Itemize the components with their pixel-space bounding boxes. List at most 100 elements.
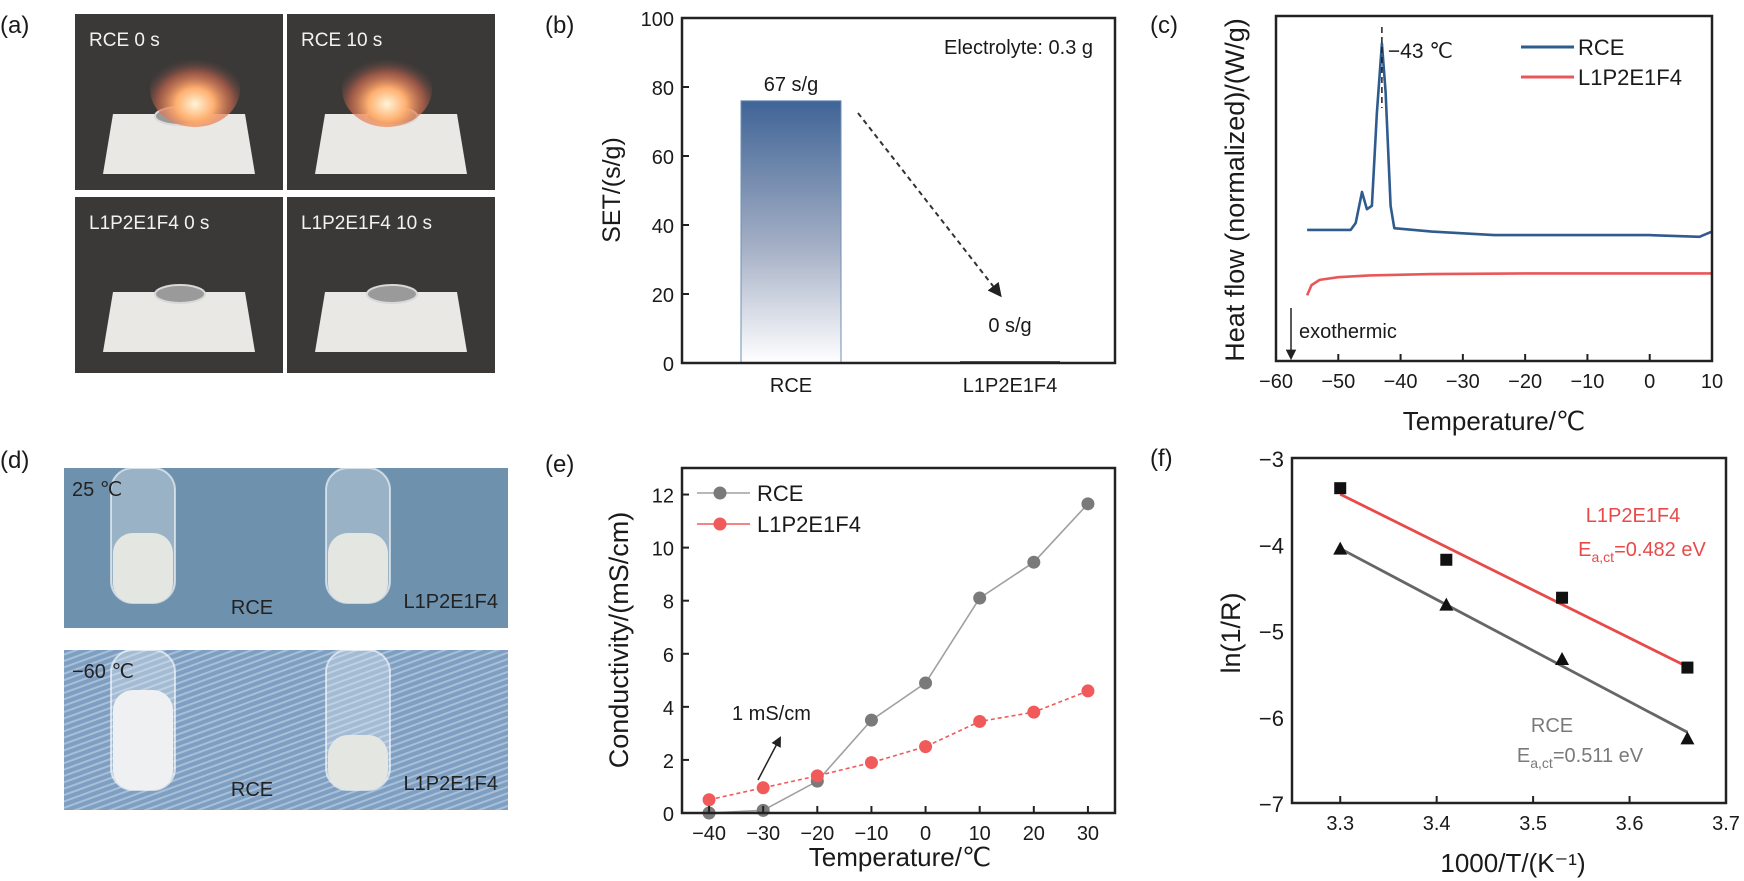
- trend-arrow: [857, 112, 1002, 298]
- y-tick-label: 100: [641, 9, 674, 31]
- f-energy-value: =0.511 eV: [1553, 745, 1644, 767]
- data-point-l1p2e1f4: [864, 756, 878, 770]
- vial-label-l1p2e1f4: L1P2E1F4: [403, 591, 498, 613]
- data-point-rce: [1555, 651, 1570, 665]
- data-point-rce: [919, 676, 933, 690]
- c-x-axis-title: Temperature/℃: [1403, 406, 1585, 436]
- y-tick-label: 80: [652, 78, 674, 100]
- temperature-label: −60 ℃: [72, 661, 134, 683]
- panel-label-e: (e): [545, 451, 574, 478]
- c-y-axis-title: Heat flow (normalized)/(W/g): [1220, 18, 1250, 362]
- vial-label-rce: RCE: [231, 597, 273, 619]
- y-tick-label: −3: [1259, 447, 1284, 472]
- vial-photos: 25 ℃ RCE L1P2E1F4 −60 ℃ RCE L1P2E1F4: [64, 467, 508, 810]
- x-tick-label: −40: [692, 823, 726, 845]
- photo-caption: RCE 10 s: [301, 30, 382, 51]
- plot-frame: [680, 466, 1117, 815]
- photo-panel: RCE 0 s: [75, 14, 283, 190]
- x-tick-label: −50: [1321, 371, 1355, 393]
- y-tick-label: −7: [1259, 792, 1284, 817]
- data-point-l1p2e1f4: [973, 714, 987, 728]
- data-point-rce: [1439, 597, 1454, 611]
- vial-label-rce: RCE: [231, 779, 273, 801]
- y-tick-label: 20: [652, 285, 674, 307]
- data-point-rce: [1027, 555, 1041, 569]
- photo-caption: RCE 0 s: [89, 30, 160, 51]
- y-tick-label: −6: [1259, 706, 1284, 731]
- f-x-axis-title: 1000/T/(K⁻¹): [1440, 848, 1585, 878]
- x-tick-label: −30: [1446, 371, 1480, 393]
- ceramic-block: [315, 292, 467, 352]
- plot-frame: [1274, 14, 1714, 363]
- series-line-rce: [709, 503, 1089, 814]
- x-tick-label: 0: [1644, 371, 1655, 393]
- data-point-rce: [1680, 731, 1695, 745]
- y-tick-label: −4: [1259, 533, 1284, 558]
- x-tick-label: −10: [854, 823, 888, 845]
- data-point-l1p2e1f4: [1027, 705, 1041, 719]
- fit-line-rce: [1339, 547, 1689, 734]
- data-point-l1p2e1f4: [1334, 482, 1347, 495]
- x-tick-label: 10: [1701, 371, 1723, 393]
- legend-label: RCE: [757, 481, 803, 506]
- flame-icon: [150, 51, 240, 127]
- data-point-l1p2e1f4: [1440, 553, 1453, 566]
- peak-label: −43 ℃: [1388, 40, 1453, 63]
- series-line-l1p2e1f4: [708, 690, 1089, 801]
- legend-label: RCE: [1578, 35, 1624, 60]
- plot-frame: [1290, 456, 1728, 805]
- bar-data-label: 0 s/g: [988, 315, 1031, 337]
- f-energy-rce: Ea,ct=0.511 eV: [1517, 745, 1644, 771]
- data-point-l1p2e1f4: [1681, 661, 1694, 674]
- e-y-axis-title: Conductivity/(mS/cm): [604, 512, 634, 769]
- x-tick-label: 3.6: [1616, 813, 1644, 835]
- x-tick-label: 3.5: [1519, 813, 1547, 835]
- series-line-rce: [1307, 42, 1713, 239]
- panel-label-f: (f): [1150, 445, 1173, 472]
- photo-caption: L1P2E1F4 0 s: [89, 213, 209, 234]
- x-tick-label: 10: [969, 823, 991, 845]
- x-tick-label: 3.4: [1423, 813, 1451, 835]
- data-point-l1p2e1f4: [919, 740, 933, 754]
- y-tick-label: 60: [652, 147, 674, 169]
- x-tick-label: 3.7: [1712, 813, 1740, 835]
- data-point-rce: [1333, 541, 1348, 555]
- photo-panel: RCE 10 s: [287, 14, 495, 190]
- photo-panel: L1P2E1F4 0 s: [75, 197, 283, 373]
- data-point-rce: [973, 591, 987, 605]
- legend-marker: [713, 517, 727, 531]
- f-energy-subscript: a,ct: [1592, 549, 1615, 565]
- data-point-l1p2e1f4: [756, 781, 770, 795]
- bar-rce: [740, 100, 842, 364]
- panel-label-b: (b): [545, 12, 574, 39]
- vial-photo-row: −60 ℃ RCE L1P2E1F4: [64, 649, 508, 810]
- e-x-axis-title: Temperature/℃: [809, 842, 991, 872]
- f-energy-l1p2e1f4: Ea,ct=0.482 eV: [1578, 539, 1706, 565]
- f-energy-symbol: E: [1578, 539, 1591, 561]
- x-category-label: RCE: [770, 375, 812, 397]
- y-tick-label: 4: [663, 698, 674, 720]
- flammability-photos: RCE 0 s RCE 10 s L1P2E1F4 0 s L1P2E1F4 10 s: [75, 14, 495, 373]
- x-tick-label: −30: [746, 823, 780, 845]
- y-tick-label: 2: [663, 751, 674, 773]
- e-annotation-1ms: 1 mS/cm: [732, 703, 811, 725]
- x-tick-label: 0: [920, 823, 931, 845]
- electrolyte-liquid: [328, 533, 388, 603]
- flame-icon: [342, 51, 432, 127]
- sample-dish: [154, 284, 206, 304]
- vial-photo-row: 25 ℃ RCE L1P2E1F4: [64, 467, 508, 628]
- chart-e-conductivity: Conductivity/(mS/cm) Temperature/℃ 1 mS/…: [604, 466, 1117, 872]
- temperature-label: 25 ℃: [72, 479, 122, 501]
- x-tick-label: −20: [1508, 371, 1542, 393]
- sample-dish: [366, 284, 418, 304]
- chart-c-dsc: Heat flow (normalized)/(W/g) Temperature…: [1220, 14, 1723, 436]
- chart-f-arrhenius: ln(1/R) 1000/T/(K⁻¹) L1P2E1F4 Ea,ct=0.48…: [1216, 447, 1740, 878]
- legend-marker: [713, 486, 727, 500]
- y-tick-label: 0: [663, 804, 674, 826]
- x-tick-label: −10: [1570, 371, 1604, 393]
- panel-label-d: (d): [0, 447, 29, 474]
- x-tick-label: −40: [1384, 371, 1418, 393]
- data-point-rce: [1081, 497, 1095, 511]
- y-tick-label: 40: [652, 216, 674, 238]
